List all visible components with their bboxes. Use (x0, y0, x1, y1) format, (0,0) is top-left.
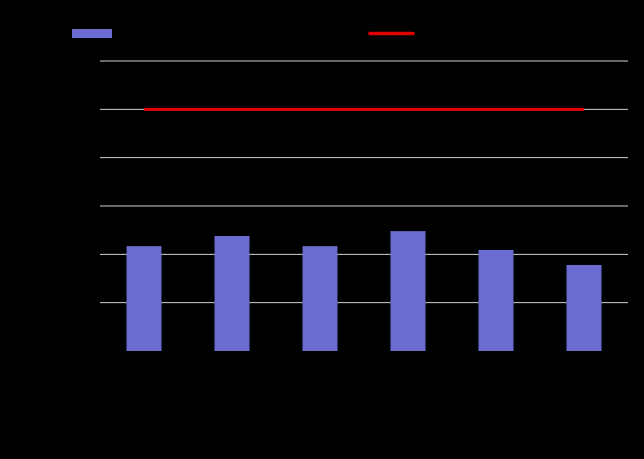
bar (390, 231, 426, 351)
y-tick-label: 1 (85, 295, 92, 309)
y-tick-label: 2 (85, 247, 92, 261)
y-tick-label: 6 (85, 53, 92, 67)
legend-swatch (72, 29, 112, 38)
bar (302, 246, 338, 351)
y-tick-label: 3 (85, 198, 92, 212)
y-tick-label: 0 (85, 343, 92, 357)
bar (126, 246, 162, 351)
bar (478, 249, 514, 351)
y-tick-label: 4 (85, 150, 92, 164)
bar (566, 264, 602, 351)
bar (214, 235, 250, 351)
y-tick-label: 5 (85, 102, 92, 116)
